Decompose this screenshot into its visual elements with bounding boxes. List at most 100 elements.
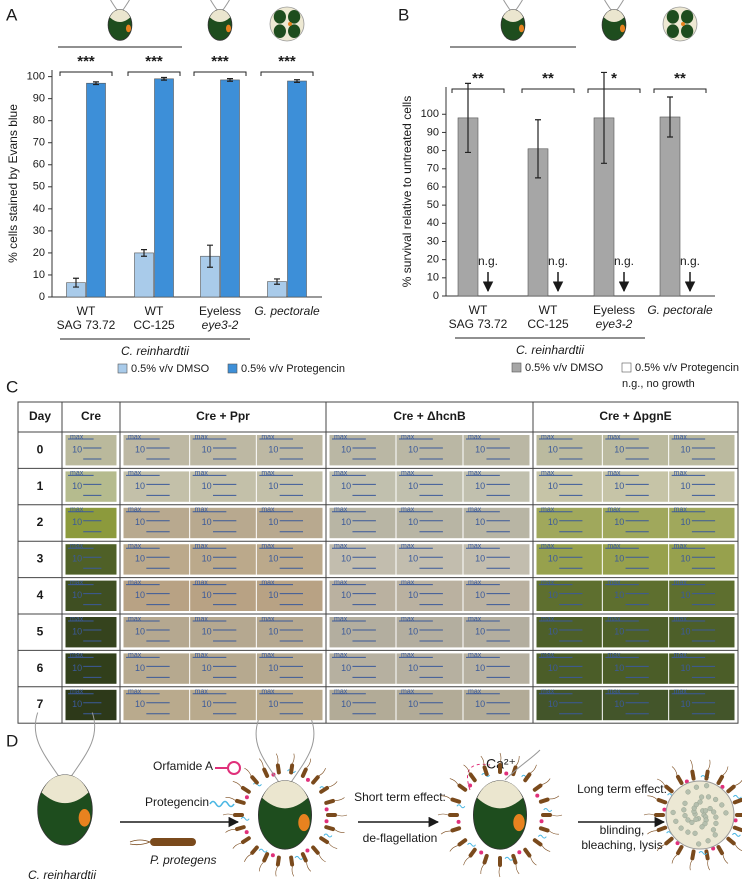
bacterium-flagella <box>438 814 448 815</box>
tube-mark: 10 <box>341 517 351 527</box>
bacterium-body <box>532 783 543 793</box>
bacterium <box>716 766 730 786</box>
debris <box>683 813 688 818</box>
day-label: 7 <box>37 697 44 711</box>
bacterium <box>300 758 312 779</box>
protegencin-dot <box>538 835 546 838</box>
bacterium <box>726 777 742 794</box>
bacterium <box>735 813 742 817</box>
bar <box>155 79 174 297</box>
bacterium <box>462 764 478 783</box>
bacterium <box>257 758 269 779</box>
tube-mark: max <box>261 579 275 586</box>
bacterium-flagella <box>335 830 345 834</box>
protegencin-dot <box>295 856 303 859</box>
long-term-label: Long term effect: <box>577 782 667 796</box>
bacterium-flagella <box>226 797 236 801</box>
x-tick-label: CC-125 <box>133 318 175 332</box>
tube-mark: 10 <box>341 590 351 600</box>
bacterium-flagella <box>318 854 325 862</box>
protegencin-dot <box>732 833 740 836</box>
tube-mark: max <box>401 434 415 441</box>
bacterium <box>274 855 281 876</box>
debris <box>699 795 704 800</box>
legend-swatch <box>512 363 521 372</box>
bacterium-body <box>235 825 247 832</box>
tube-mark: max <box>401 579 415 586</box>
tube-mark: 10 <box>548 590 558 600</box>
tube-mark: 10 <box>614 699 624 709</box>
bacterium-flagella <box>291 866 293 876</box>
debris <box>704 783 709 788</box>
tube-mark: 10 <box>548 626 558 636</box>
bacterium-body <box>732 825 742 833</box>
colony-cell <box>667 24 679 38</box>
debris <box>706 838 711 843</box>
tube-mark: max <box>70 507 84 514</box>
tube-mark: max <box>261 543 275 550</box>
colony-cell <box>667 10 679 24</box>
x-tick-label: G. pectorale <box>254 304 320 318</box>
orfamide-dot <box>271 853 275 857</box>
panel-letter: A <box>6 5 18 24</box>
bacterium <box>538 826 559 836</box>
tube-mark: 10 <box>614 444 624 454</box>
eyespot <box>620 25 625 33</box>
tube-mark: 10 <box>681 554 691 564</box>
bacterium-flagella <box>244 767 251 775</box>
bacterium-flagella <box>306 862 311 872</box>
x-tick-label: WT <box>539 303 558 317</box>
tube-mark: 10 <box>202 444 212 454</box>
tube-mark: max <box>334 652 348 659</box>
bacterium <box>732 825 742 836</box>
bacterium-flagella <box>130 840 150 845</box>
tube-mark: max <box>70 616 84 623</box>
bacterium <box>310 767 327 785</box>
colony-cell <box>274 10 286 24</box>
bacterium <box>670 766 684 786</box>
bacterium-body <box>240 835 251 844</box>
bacterium-flagella <box>233 781 242 787</box>
bacterium-flagella <box>450 778 459 785</box>
bacterium-body <box>735 813 742 817</box>
eyespot <box>288 22 292 26</box>
tube-mark: max <box>607 470 621 477</box>
orfamide-dot <box>245 795 249 799</box>
bacterium-body <box>716 774 725 786</box>
tube-mark: max <box>541 543 555 550</box>
tube-mark: max <box>674 543 688 550</box>
eyespot <box>79 809 91 827</box>
tube-mark: max <box>674 652 688 659</box>
tube-mark: max <box>128 616 142 623</box>
tube-mark: max <box>128 543 142 550</box>
bacterium-flagella <box>552 815 562 816</box>
y-tick-label: 20 <box>33 247 45 259</box>
bacterium <box>532 777 551 793</box>
x-tick-label: eye3-2 <box>202 318 239 332</box>
panel-letter: D <box>6 731 18 750</box>
tube-mark: max <box>334 507 348 514</box>
tube-mark: 10 <box>681 626 691 636</box>
bacterium <box>716 844 730 864</box>
bacterium-flagella <box>499 867 500 877</box>
tube-mark: 10 <box>408 699 418 709</box>
bacterium <box>670 844 684 864</box>
tube-mark: max <box>401 507 415 514</box>
x-tick-label: WT <box>77 304 96 318</box>
tube-mark: max <box>541 434 555 441</box>
bacterium-body <box>511 853 518 865</box>
bacterium <box>522 847 538 866</box>
orfamide-dot <box>306 778 310 782</box>
flagellum <box>601 0 611 11</box>
table-header: Day <box>29 409 51 423</box>
bacterium-flagella <box>541 846 550 853</box>
debris <box>696 842 701 847</box>
tube-mark: 10 <box>202 699 212 709</box>
bacterium-flagella <box>335 798 345 802</box>
protegencin-dot <box>457 805 465 808</box>
tube-mark: 10 <box>135 481 145 491</box>
bacterium-body <box>704 769 710 781</box>
tube-mark: 10 <box>268 699 278 709</box>
tube-mark: max <box>128 652 142 659</box>
